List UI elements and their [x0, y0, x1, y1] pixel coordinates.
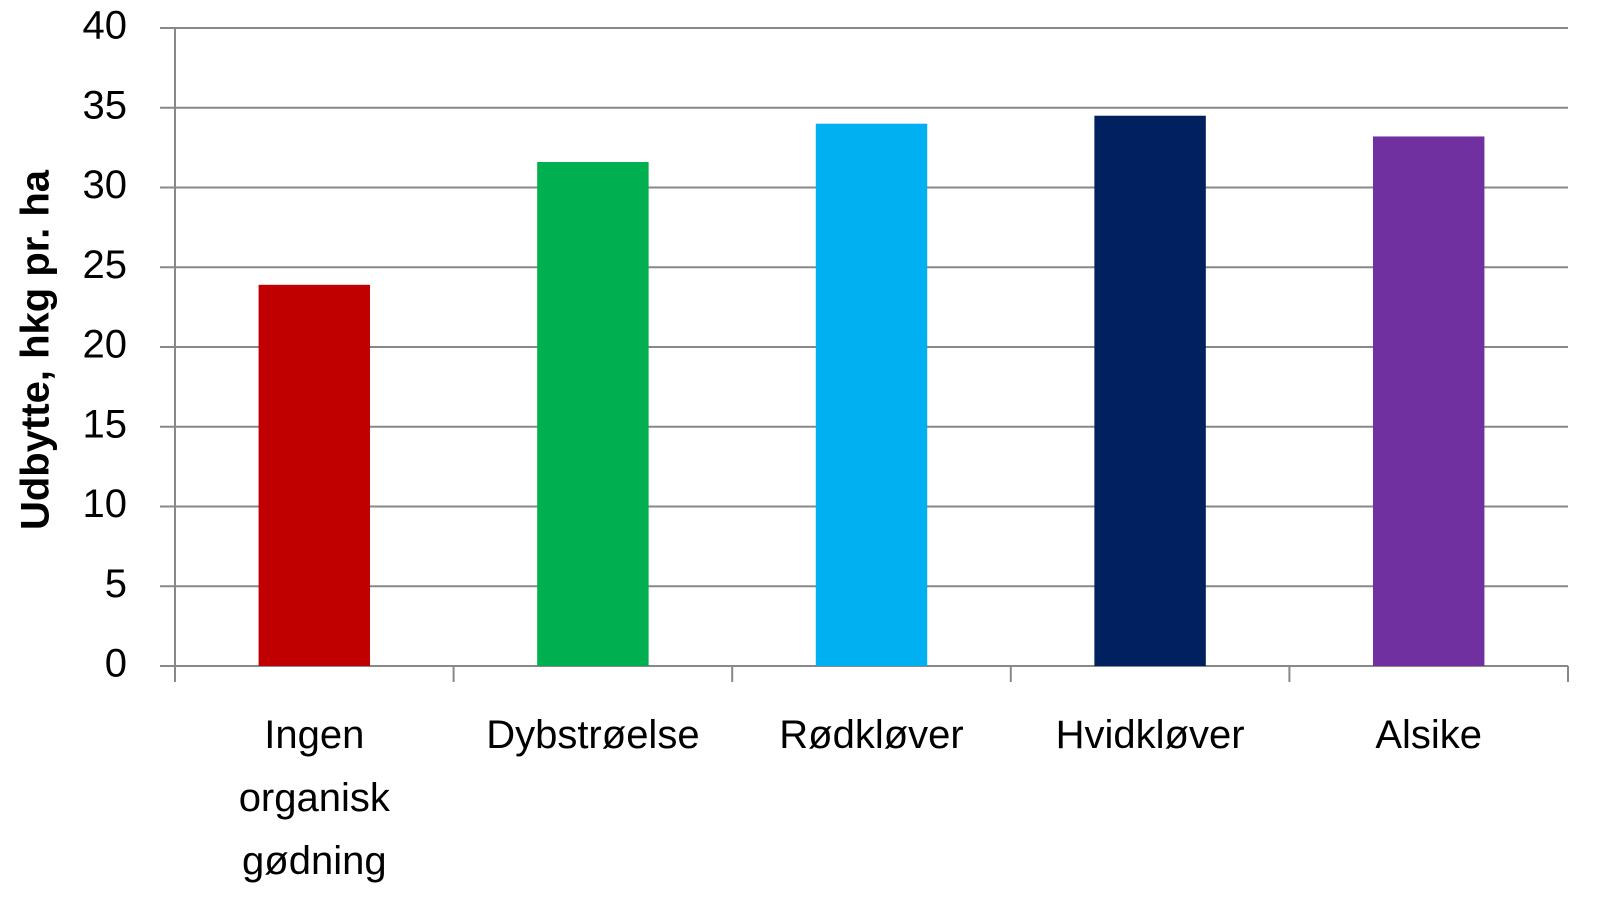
bar	[1372, 136, 1485, 666]
y-tick-label: 0	[105, 642, 127, 686]
bar	[258, 284, 371, 666]
y-tick-label: 35	[83, 83, 128, 127]
y-tick-label: 20	[83, 323, 128, 367]
bar	[1094, 115, 1206, 667]
bar	[815, 123, 928, 666]
x-tick-label: Hvidkløver	[1055, 713, 1245, 757]
x-tick-label: Ingen organisk gødning	[238, 713, 390, 883]
y-tick-label: 5	[105, 562, 127, 606]
y-axis-title: Udbytte, hkg pr. ha	[14, 169, 58, 530]
bar	[537, 161, 649, 667]
x-tick-label: Alsike	[1375, 713, 1483, 757]
x-tick-label: Dybstrøelse	[486, 713, 700, 757]
y-tick-label: 25	[83, 243, 128, 287]
x-tick-label: Rødkløver	[779, 713, 964, 757]
y-tick-label: 40	[83, 4, 128, 48]
y-tick-label: 30	[83, 163, 128, 207]
y-tick-label: 15	[83, 402, 128, 446]
y-tick-label: 10	[83, 482, 128, 526]
